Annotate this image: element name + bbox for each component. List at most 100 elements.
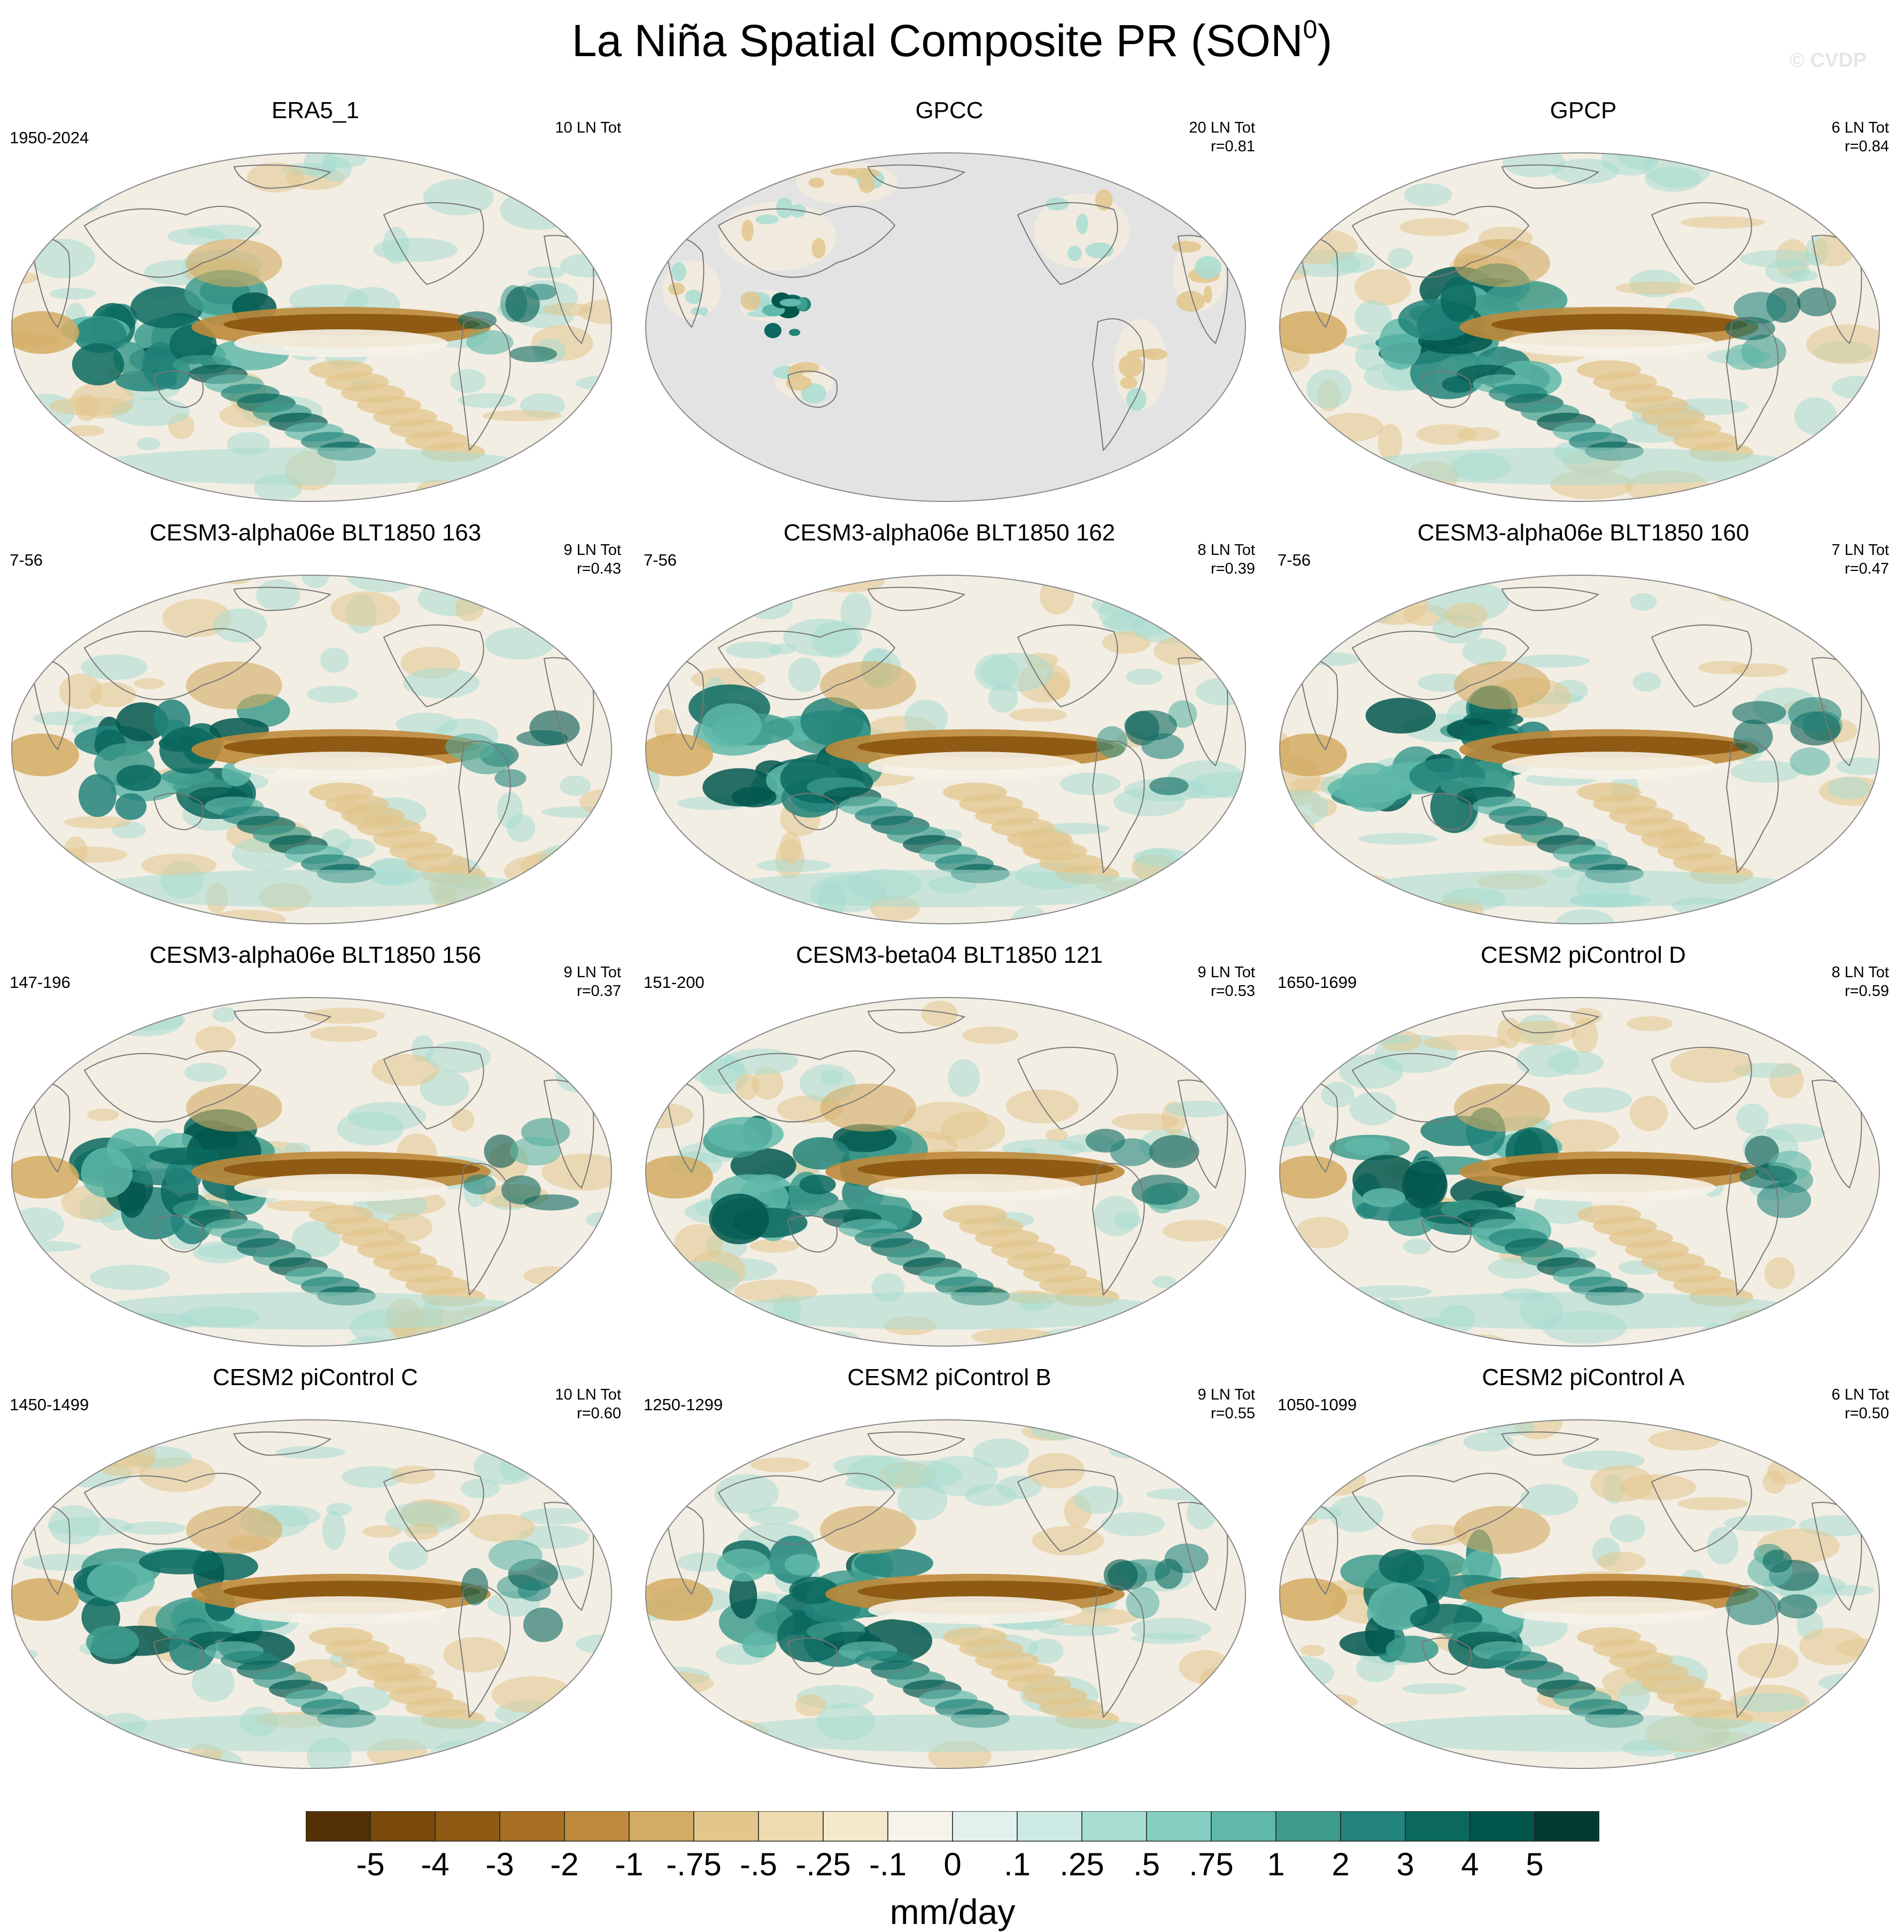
anomaly-blob — [192, 1663, 235, 1702]
dry-anomaly — [223, 736, 480, 758]
colorbar-tick-label: -3 — [485, 1846, 514, 1882]
wet-anomaly — [1355, 1714, 1804, 1752]
wet-anomaly — [516, 730, 568, 746]
anomaly-blob — [426, 1041, 491, 1073]
coastline — [83, 628, 262, 700]
anomaly-blob — [1300, 1644, 1325, 1657]
anomaly-blob — [972, 1438, 1030, 1468]
anomaly-blob — [845, 1475, 897, 1490]
anomaly-blob — [66, 424, 105, 437]
anomaly-blob — [1038, 1624, 1120, 1636]
anomaly-blob — [773, 1320, 797, 1346]
pattern-correlation: r=0.47 — [1844, 560, 1889, 577]
coastline — [458, 1585, 511, 1719]
anomaly-blob — [1838, 825, 1869, 865]
anomaly-blob — [1073, 1486, 1124, 1514]
map-outline — [11, 575, 612, 924]
map-outline — [645, 1419, 1246, 1769]
coastline — [1017, 1047, 1118, 1130]
anomaly-blob — [1030, 1420, 1087, 1441]
figure-title-superscript: 0 — [1303, 16, 1318, 44]
colorbar-swatch — [1340, 1811, 1406, 1842]
colorbar-tick-label: -.75 — [666, 1846, 721, 1882]
coastline — [1421, 370, 1472, 408]
coastline — [1421, 793, 1472, 831]
dry-anomaly — [186, 1084, 282, 1132]
anomaly-blob — [576, 998, 612, 1016]
anomaly-blob — [74, 161, 158, 176]
coastline — [233, 1431, 332, 1456]
anomaly-blob — [560, 462, 612, 493]
anomaly-blob — [1142, 348, 1167, 360]
anomaly-blob — [1680, 216, 1764, 229]
anomaly-blob — [1126, 668, 1163, 685]
colorbar-swatch — [306, 1811, 371, 1842]
anomaly-blob — [974, 653, 1019, 691]
coastline — [1501, 164, 1600, 189]
anomaly-blob — [1076, 213, 1088, 234]
panel-years: 1650-1699 — [1278, 973, 1357, 992]
anomaly-blob — [1131, 609, 1203, 644]
anomaly-blob — [136, 437, 160, 451]
event-count: 9 LN Tot — [1197, 964, 1255, 981]
wet-anomaly — [463, 1174, 496, 1195]
dry-anomaly — [1491, 1158, 1748, 1180]
anomaly-blob — [1186, 1496, 1217, 1530]
panel-years: 7-56 — [1278, 551, 1311, 569]
panel-years: 7-56 — [10, 551, 43, 569]
anomaly-blob — [820, 1069, 844, 1085]
anomaly-blob — [63, 575, 143, 601]
anomaly-blob — [1463, 1432, 1514, 1452]
wet-anomaly — [1096, 726, 1128, 758]
coastline — [1017, 1469, 1118, 1552]
anomaly-blob — [95, 153, 123, 163]
coastline — [30, 1504, 71, 1595]
coastline — [867, 1431, 966, 1456]
anomaly-blob — [1134, 575, 1214, 591]
event-count: 10 LN Tot — [555, 1386, 621, 1403]
wet-anomaly — [1365, 698, 1436, 734]
pattern-correlation: r=0.37 — [576, 983, 621, 1000]
anomaly-blob — [1774, 1314, 1859, 1346]
map-field — [12, 998, 612, 1346]
wet-anomaly — [142, 342, 180, 388]
wet-anomaly — [1725, 316, 1776, 341]
anomaly-blob — [491, 1676, 574, 1713]
anomaly-blob — [721, 1437, 754, 1464]
anomaly-blob — [1059, 772, 1121, 795]
coastline — [30, 660, 71, 751]
map-field — [12, 1420, 612, 1768]
wet-anomaly — [165, 1158, 202, 1193]
wet-anomaly — [115, 793, 147, 820]
anomaly-blob — [457, 393, 517, 408]
anomaly-blob — [455, 595, 484, 622]
anomaly-blob — [1118, 354, 1143, 378]
coastline — [867, 1009, 966, 1034]
anomaly-blob — [1843, 840, 1879, 871]
anomaly-blob — [47, 1517, 133, 1536]
equatorial-band — [1502, 329, 1716, 357]
event-count: 20 LN Tot — [1189, 119, 1255, 136]
coastline — [153, 370, 204, 408]
colorbar-tick-label: 0 — [943, 1846, 961, 1882]
anomaly-blob — [371, 1054, 440, 1086]
anomaly-blob — [87, 1108, 119, 1122]
anomaly-blob — [347, 1102, 427, 1131]
anomaly-blob — [1292, 1724, 1355, 1744]
colorbar-tick-label: -.5 — [740, 1846, 777, 1882]
anomaly-blob — [567, 425, 595, 443]
coastline — [1651, 1047, 1752, 1130]
anomaly-blob — [1179, 1650, 1231, 1684]
anomaly-blob — [756, 859, 831, 872]
wet-anomaly — [523, 1194, 579, 1211]
map-panel: CESM3-alpha06e BLT1850 163 7-56 9 LN Tot r=… — [0, 520, 631, 942]
anomaly-blob — [1178, 611, 1245, 642]
panel-stats: 20 LN Tot r=0.81 — [1189, 119, 1255, 156]
anomaly-blob — [42, 1420, 109, 1435]
anomaly-blob — [184, 1062, 227, 1083]
figure-title-text: La Niña Spatial Composite PR (SON — [571, 16, 1303, 66]
anomaly-blob — [646, 1290, 709, 1319]
coastline — [1092, 1585, 1145, 1719]
dry-anomaly — [820, 1084, 916, 1132]
wet-anomaly — [1124, 710, 1177, 741]
